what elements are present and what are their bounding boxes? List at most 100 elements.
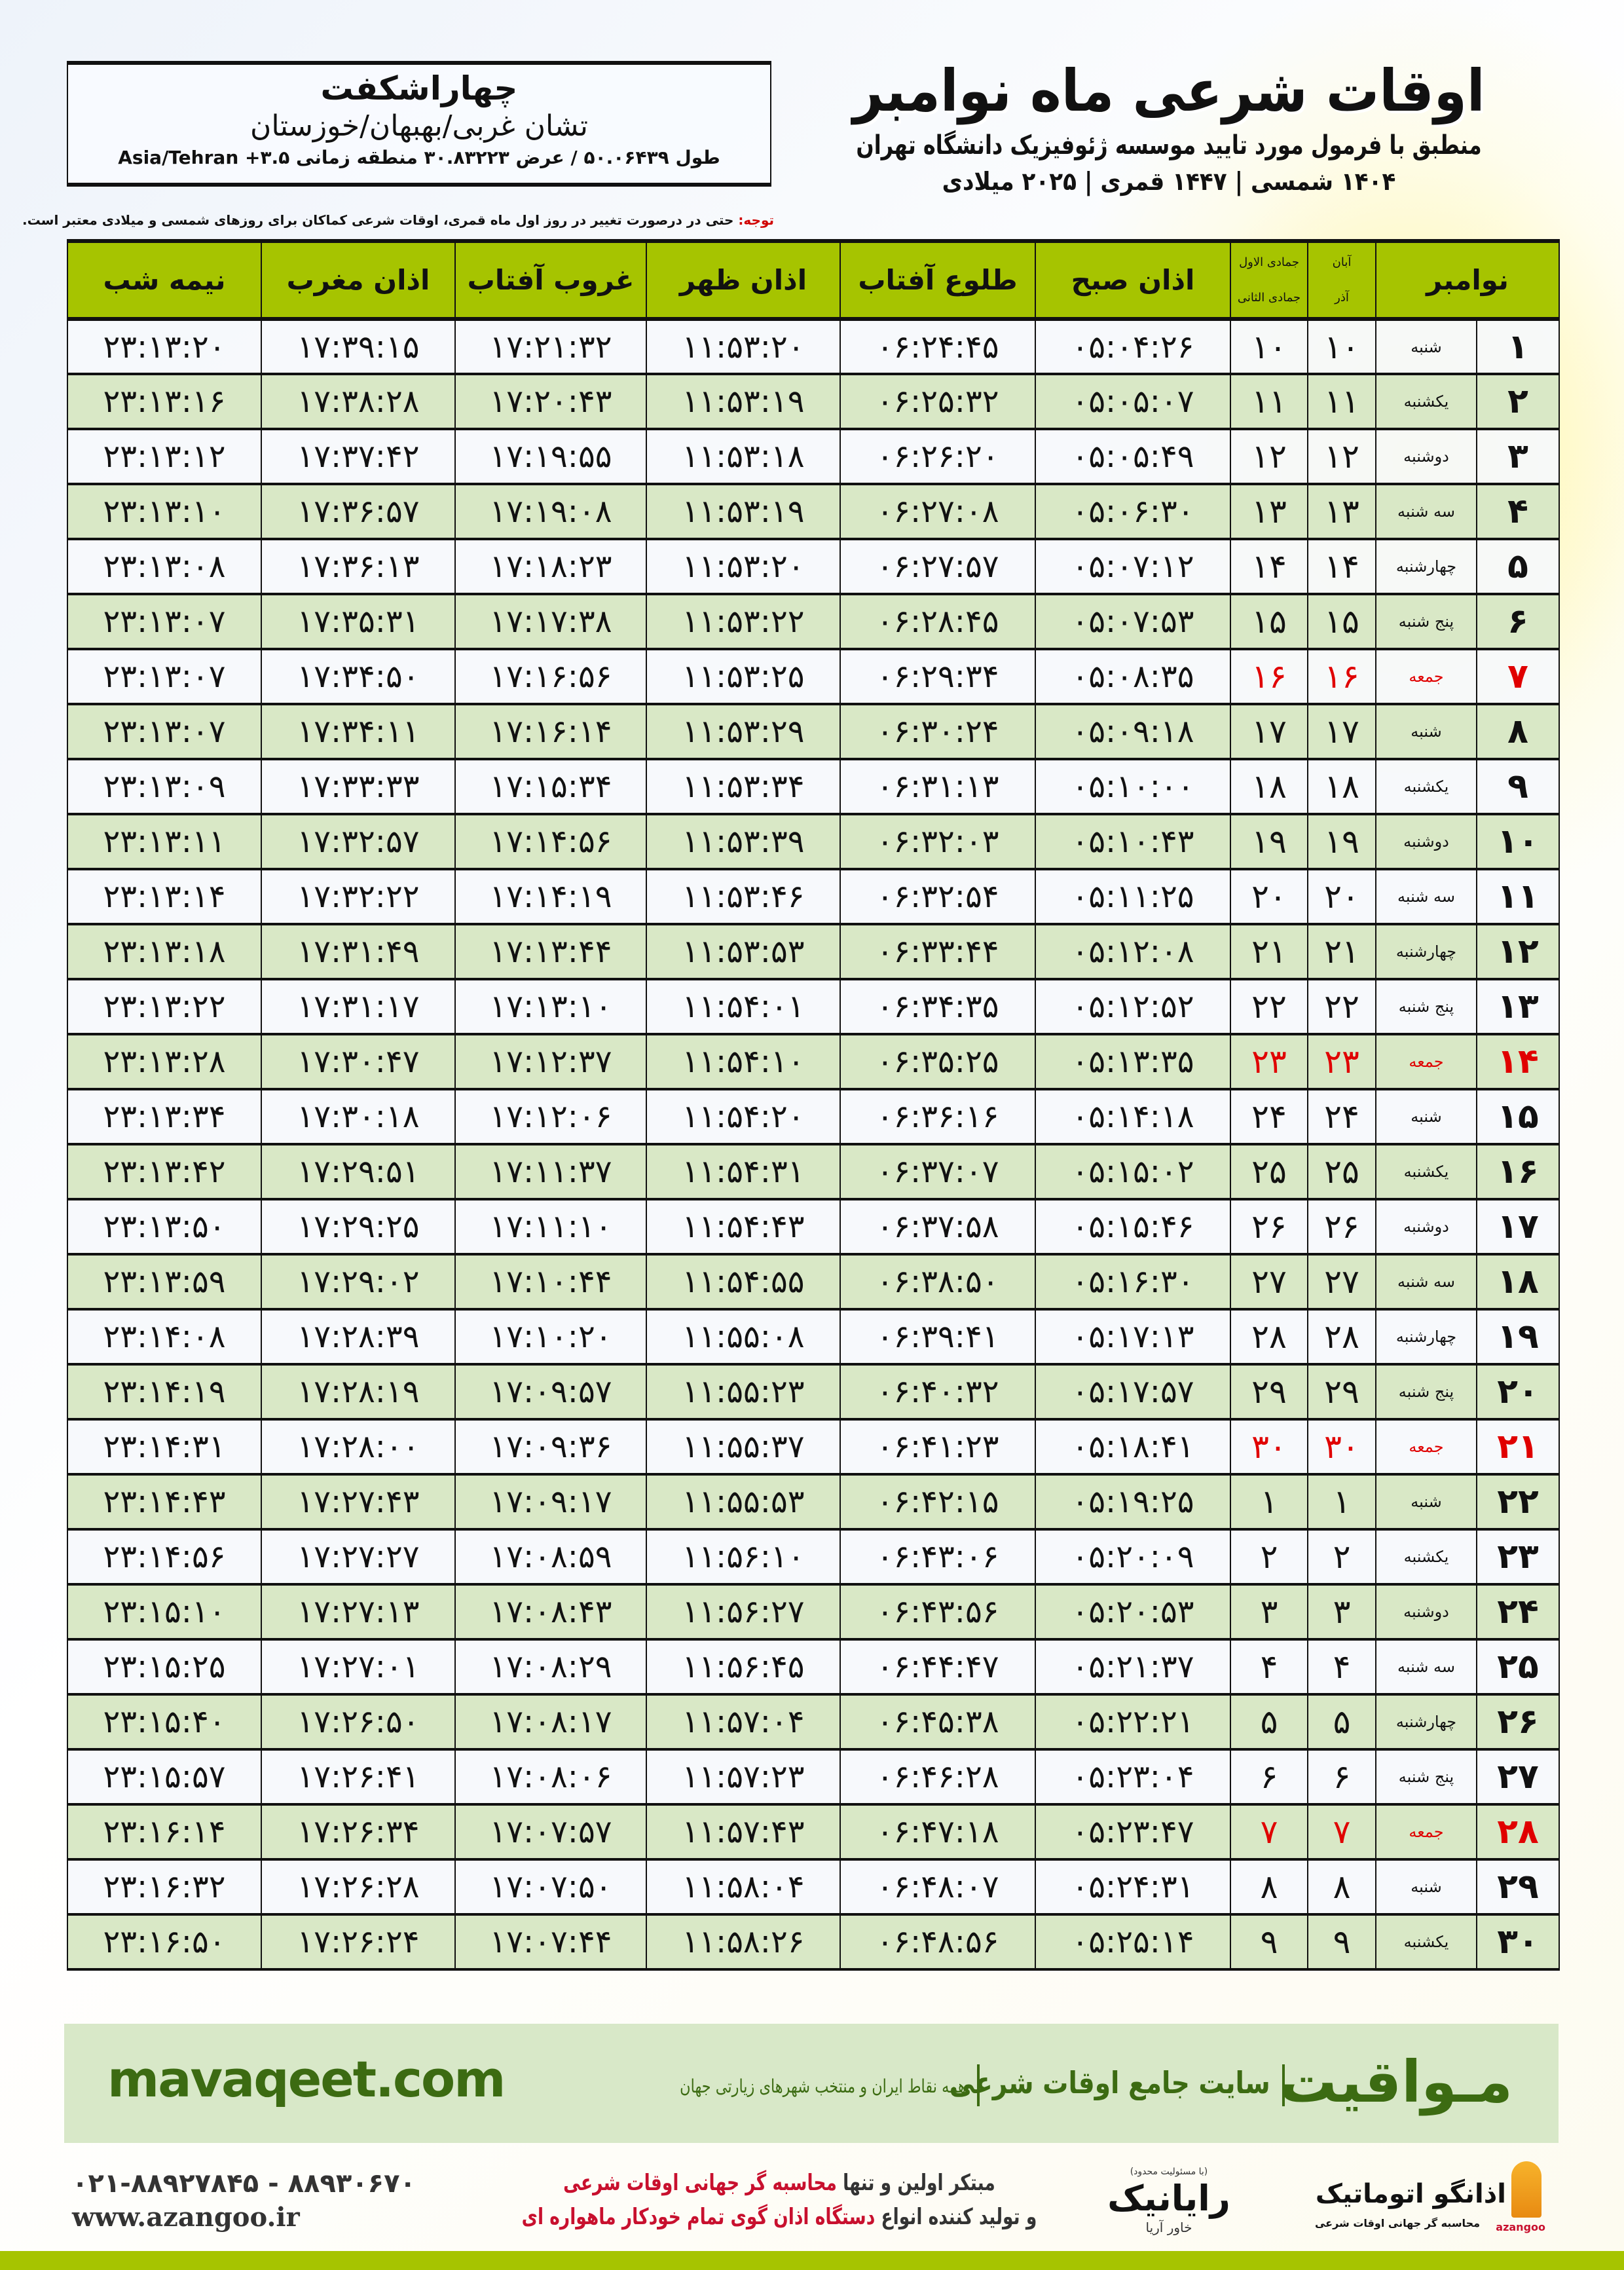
cell-maghrib: ۱۷:۲۷:۱۳ [261,1584,456,1641]
banner-site-link[interactable]: mavaqeet.com [107,2050,506,2108]
cell-ghorub: ۱۷:۱۲:۳۷ [454,1033,647,1090]
banner-brand: مـواقیت [1279,2048,1513,2115]
cell-sobh: ۰۵:۱۷:۵۷ [1035,1364,1231,1421]
slogan-line1-a: مبتکر اولین و تنها [836,2170,995,2196]
cell-sobh: ۰۵:۲۳:۴۷ [1035,1804,1231,1861]
contact-block: ۰۲۱-۸۸۹۲۷۸۴۵ - ۸۸۹۳۰۶۷۰ www.azangoo.ir [72,2167,416,2235]
azangoo-website[interactable]: www.azangoo.ir [72,2202,300,2233]
cell-shamsi: ۲۹ [1307,1364,1376,1421]
cell-day: ۱۸ [1476,1254,1560,1311]
cell-qamari: ۲۸ [1230,1309,1308,1366]
cell-ghorub: ۱۷:۱۲:۰۶ [454,1088,647,1145]
table-row: ۲۳:۱۶:۵۰ ۱۷:۲۶:۲۴ ۱۷:۰۷:۴۴ ۱۱:۵۸:۲۶ ۰۶:۴۸:۵۶… [67,1914,1560,1971]
cell-qamari: ۲۹ [1230,1364,1308,1421]
cell-tolu: ۰۶:۳۰:۲۴ [840,703,1036,760]
cell-tolu: ۰۶:۳۲:۵۴ [840,868,1036,925]
dome-icon [1511,2161,1541,2218]
cell-maghrib: ۱۷:۲۹:۰۲ [261,1254,456,1311]
table-row: ۲۳:۱۴:۵۶ ۱۷:۲۷:۲۷ ۱۷:۰۸:۵۹ ۱۱:۵۶:۱۰ ۰۶:۴۳:۰۶… [67,1529,1560,1586]
cell-name: شنبه [1375,1474,1477,1531]
cell-qamari: ۱۴ [1230,538,1308,595]
cell-zohr: ۱۱:۵۷:۴۳ [646,1804,841,1861]
cell-sobh: ۰۵:۱۸:۴۱ [1035,1419,1231,1476]
rayanik-name: رایانیک [1107,2178,1230,2219]
cell-zohr: ۱۱:۵۶:۲۷ [646,1584,841,1641]
cell-ghorub: ۱۷:۱۹:۵۵ [454,428,647,485]
cell-qamari: ۷ [1230,1804,1308,1861]
cell-day: ۲۴ [1476,1584,1560,1641]
cell-maghrib: ۱۷:۳۲:۲۲ [261,868,456,925]
table-row: ۲۳:۱۳:۲۰ ۱۷:۳۹:۱۵ ۱۷:۲۱:۳۲ ۱۱:۵۳:۲۰ ۰۶:۲۴:۴۵… [67,318,1560,375]
cell-shamsi: ۱۶ [1307,648,1376,705]
cell-maghrib: ۱۷:۲۸:۱۹ [261,1364,456,1421]
cell-day: ۱۱ [1476,868,1560,925]
cell-qamari: ۲۱ [1230,923,1308,980]
cell-maghrib: ۱۷:۲۸:۰۰ [261,1419,456,1476]
cell-tolu: ۰۶:۳۷:۰۷ [840,1144,1036,1200]
cell-sobh: ۰۵:۱۱:۲۵ [1035,868,1231,925]
cell-nimeshab: ۲۳:۱۳:۵۹ [67,1254,262,1311]
cell-ghorub: ۱۷:۲۱:۳۲ [454,318,647,375]
cell-shamsi: ۹ [1307,1914,1376,1971]
cell-sobh: ۰۵:۱۹:۲۵ [1035,1474,1231,1531]
table-row: ۲۳:۱۴:۱۹ ۱۷:۲۸:۱۹ ۱۷:۰۹:۵۷ ۱۱:۵۵:۲۳ ۰۶:۴۰:۳۲… [67,1364,1560,1421]
table-row: ۲۳:۱۵:۵۷ ۱۷:۲۶:۴۱ ۱۷:۰۸:۰۶ ۱۱:۵۷:۲۳ ۰۶:۴۶:۲۸… [67,1749,1560,1806]
cell-maghrib: ۱۷:۳۱:۴۹ [261,923,456,980]
cell-nimeshab: ۲۳:۱۳:۵۰ [67,1199,262,1256]
cell-qamari: ۲۵ [1230,1144,1308,1200]
header-zohr: اذان ظهر [646,239,841,321]
cell-tolu: ۰۶:۴۳:۰۶ [840,1529,1036,1586]
cell-tolu: ۰۶:۴۳:۵۶ [840,1584,1036,1641]
cell-shamsi: ۲۳ [1307,1033,1376,1090]
cell-zohr: ۱۱:۵۵:۲۳ [646,1364,841,1421]
cell-day: ۴ [1476,483,1560,540]
cell-shamsi: ۳ [1307,1584,1376,1641]
cell-day: ۱۵ [1476,1088,1560,1145]
cell-ghorub: ۱۷:۱۱:۳۷ [454,1144,647,1200]
cell-sobh: ۰۵:۰۵:۴۹ [1035,428,1231,485]
table-row: ۲۳:۱۳:۱۱ ۱۷:۳۲:۵۷ ۱۷:۱۴:۵۶ ۱۱:۵۳:۳۹ ۰۶:۳۲:۰۳… [67,813,1560,870]
cell-shamsi: ۱۴ [1307,538,1376,595]
cell-shamsi: ۱۳ [1307,483,1376,540]
cell-nimeshab: ۲۳:۱۳:۰۷ [67,648,262,705]
cell-ghorub: ۱۷:۱۰:۲۰ [454,1309,647,1366]
cell-nimeshab: ۲۳:۱۴:۳۱ [67,1419,262,1476]
cell-name: جمعه [1375,648,1477,705]
cell-maghrib: ۱۷:۳۵:۳۱ [261,593,456,650]
cell-day: ۸ [1476,703,1560,760]
cell-tolu: ۰۶:۴۶:۲۸ [840,1749,1036,1806]
cell-nimeshab: ۲۳:۱۴:۵۶ [67,1529,262,1586]
cell-name: چهارشنبه [1375,538,1477,595]
table-row: ۲۳:۱۵:۱۰ ۱۷:۲۷:۱۳ ۱۷:۰۸:۴۳ ۱۱:۵۶:۲۷ ۰۶:۴۳:۵۶… [67,1584,1560,1641]
table-row: ۲۳:۱۵:۲۵ ۱۷:۲۷:۰۱ ۱۷:۰۸:۲۹ ۱۱:۵۶:۴۵ ۰۶:۴۴:۴۷… [67,1639,1560,1696]
divider [977,2064,980,2106]
cell-qamari: ۳۰ [1230,1419,1308,1476]
cell-shamsi: ۱۸ [1307,758,1376,815]
page-subtitle: منطبق با فرمول مورد تایید موسسه ژئوفیزیک… [856,130,1482,160]
cell-nimeshab: ۲۳:۱۳:۳۴ [67,1088,262,1145]
cell-tolu: ۰۶:۴۷:۱۸ [840,1804,1036,1861]
table-row: ۲۳:۱۳:۱۶ ۱۷:۳۸:۲۸ ۱۷:۲۰:۴۳ ۱۱:۵۳:۱۹ ۰۶:۲۵:۳۲… [67,373,1560,430]
table-row: ۲۳:۱۳:۴۲ ۱۷:۲۹:۵۱ ۱۷:۱۱:۳۷ ۱۱:۵۴:۳۱ ۰۶:۳۷:۰۷… [67,1144,1560,1200]
cell-shamsi: ۲۶ [1307,1199,1376,1256]
cell-nimeshab: ۲۳:۱۳:۱۲ [67,428,262,485]
cell-sobh: ۰۵:۱۵:۴۶ [1035,1199,1231,1256]
cell-name: چهارشنبه [1375,1309,1477,1366]
mavaqeet-banner: mavaqeet.com مـواقیت سایت جامع اوقات شرع… [64,2024,1559,2143]
cell-nimeshab: ۲۳:۱۵:۱۰ [67,1584,262,1641]
cell-maghrib: ۱۷:۳۸:۲۸ [261,373,456,430]
cell-name: سه شنبه [1375,1254,1477,1311]
cell-maghrib: ۱۷:۳۰:۱۸ [261,1088,456,1145]
cell-sobh: ۰۵:۰۷:۵۳ [1035,593,1231,650]
cell-zohr: ۱۱:۵۳:۲۲ [646,593,841,650]
cell-name: یکشنبه [1375,1529,1477,1586]
cell-qamari: ۲ [1230,1529,1308,1586]
cell-zohr: ۱۱:۵۴:۲۰ [646,1088,841,1145]
cell-zohr: ۱۱:۵۵:۳۷ [646,1419,841,1476]
cell-ghorub: ۱۷:۰۷:۵۷ [454,1804,647,1861]
header-shamsi: آبان آذر [1307,239,1376,321]
table-row: ۲۳:۱۳:۰۷ ۱۷:۳۴:۵۰ ۱۷:۱۶:۵۶ ۱۱:۵۳:۲۵ ۰۶:۲۹:۳۴… [67,648,1560,705]
cell-day: ۱۴ [1476,1033,1560,1090]
cell-day: ۲۸ [1476,1804,1560,1861]
table-row: ۲۳:۱۴:۳۱ ۱۷:۲۸:۰۰ ۱۷:۰۹:۳۶ ۱۱:۵۵:۳۷ ۰۶:۴۱:۲۳… [67,1419,1560,1476]
